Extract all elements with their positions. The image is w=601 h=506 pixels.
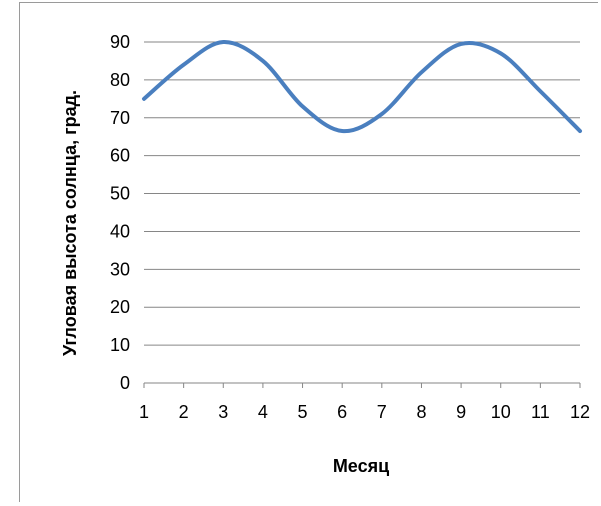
- y-tick-label: 50: [110, 184, 130, 204]
- x-tick-label: 8: [416, 402, 426, 422]
- x-tick-label: 4: [258, 402, 268, 422]
- x-axis-title: Месяц: [333, 456, 389, 476]
- y-tick-label: 10: [110, 335, 130, 355]
- x-tick-label: 6: [337, 402, 347, 422]
- y-tick-label: 30: [110, 259, 130, 279]
- x-tick-label: 12: [570, 402, 590, 422]
- x-tick-label: 5: [298, 402, 308, 422]
- gridlines: [144, 41, 580, 346]
- y-tick-label: 40: [110, 221, 130, 241]
- x-tick-label: 11: [531, 402, 550, 422]
- x-tick-label: 3: [218, 402, 228, 422]
- y-axis-title: Угловая высота солнца, град.: [60, 90, 80, 356]
- x-tick-label: 2: [179, 402, 189, 422]
- series-line: [142, 39, 582, 134]
- x-tick-label: 10: [491, 402, 511, 422]
- y-tick-labels: 0 10 20 30 40 50 60 70 80 90: [110, 32, 130, 393]
- chart-frame: [19, 2, 598, 502]
- y-tick-label: 90: [110, 32, 130, 52]
- x-tick-label: 7: [377, 402, 387, 422]
- y-tick-label: 80: [110, 70, 130, 90]
- x-tick-label: 9: [456, 402, 466, 422]
- x-tick-marks: [143, 383, 581, 388]
- x-tick-labels: 1 2 3 4 5 6 7 8 9 10 11 12: [139, 402, 590, 422]
- y-tick-label: 20: [110, 297, 130, 317]
- x-tick-label: 1: [139, 402, 149, 422]
- y-tick-label: 0: [120, 373, 130, 393]
- y-tick-label: 70: [110, 108, 130, 128]
- y-tick-label: 60: [110, 146, 130, 166]
